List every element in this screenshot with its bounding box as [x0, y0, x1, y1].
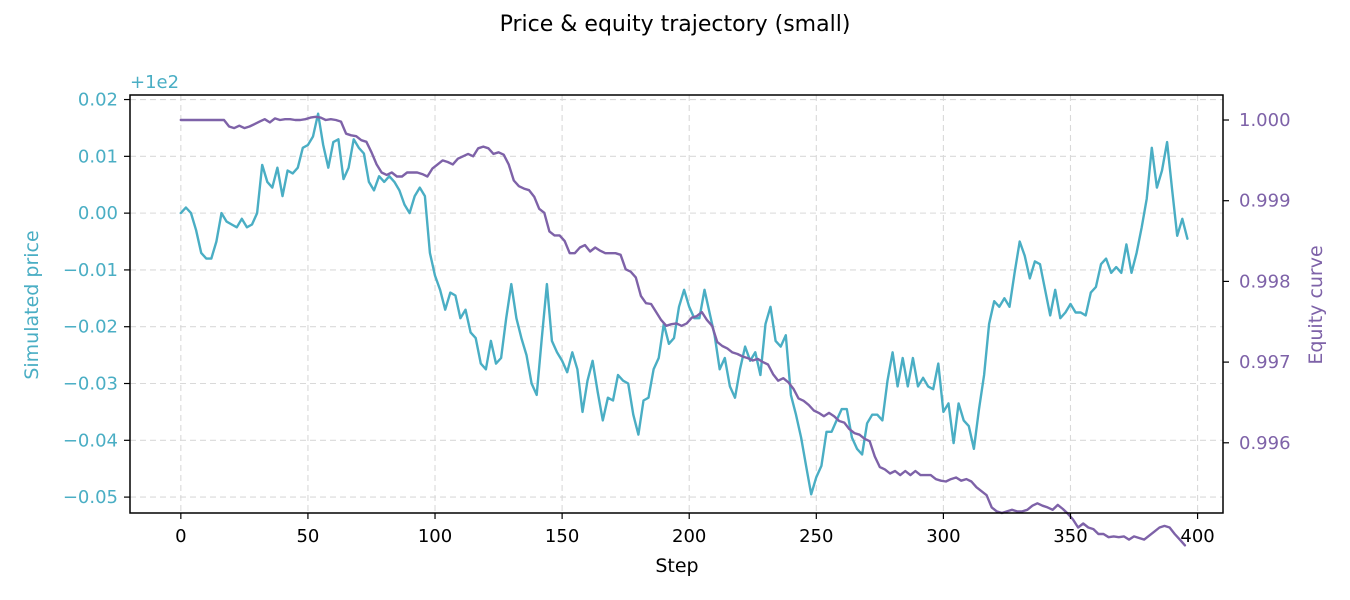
y-right-tick-label: 0.999 [1239, 191, 1291, 212]
y-right-tick-label: 1.000 [1239, 110, 1291, 131]
grid [130, 95, 1223, 513]
x-tick-label: 50 [296, 526, 319, 547]
y-left-axis-label: Simulated price [21, 230, 43, 379]
y-right-tick-label: 0.997 [1239, 352, 1291, 373]
ticks-layer: 0 50 100 150 200 250 300 350 400 0.02 0.01 0.00 −0.0… [63, 90, 1291, 547]
x-axis-label: Step [655, 555, 698, 577]
y-left-tick-label: 0.01 [78, 146, 118, 167]
x-tick-label: 200 [672, 526, 706, 547]
x-tick-label: 100 [418, 526, 452, 547]
x-tick-label: 350 [1053, 526, 1087, 547]
y-left-tick-label: −0.04 [63, 430, 118, 451]
y-right-tick-label: 0.996 [1239, 433, 1291, 454]
y-left-tick-label: −0.03 [63, 374, 118, 395]
y-left-tick-label: −0.05 [63, 487, 118, 508]
x-tick-label: 400 [1180, 526, 1214, 547]
y-right-axis-label: Equity curve [1305, 245, 1327, 364]
y-offset-label: +1e2 [130, 72, 179, 93]
chart-title: Price & equity trajectory (small) [500, 12, 851, 37]
x-tick-label: 150 [545, 526, 579, 547]
y-left-tick-label: −0.01 [63, 260, 118, 281]
y-left-tick-label: 0.00 [78, 203, 118, 224]
equity-line [179, 115, 1187, 547]
plot-frame [129, 94, 1224, 514]
price-line [179, 112, 1189, 496]
y-left-tick-label: 0.02 [78, 90, 118, 111]
x-tick-label: 0 [175, 526, 186, 547]
x-tick-label: 250 [799, 526, 833, 547]
y-right-tick-label: 0.998 [1239, 271, 1291, 292]
series-layer [179, 112, 1189, 547]
x-tick-label: 300 [926, 526, 960, 547]
y-left-tick-label: −0.02 [63, 317, 118, 338]
